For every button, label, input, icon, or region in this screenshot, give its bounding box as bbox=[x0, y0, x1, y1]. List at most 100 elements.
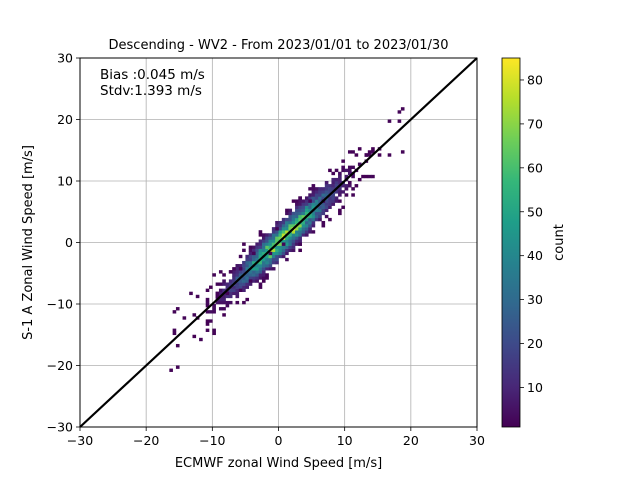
histogram-bin bbox=[308, 196, 312, 200]
histogram-bin bbox=[245, 285, 250, 289]
histogram-bin bbox=[218, 282, 223, 286]
histogram-bin bbox=[265, 260, 269, 265]
histogram-bin bbox=[218, 288, 223, 292]
histogram-bin bbox=[238, 273, 243, 277]
histogram-bin bbox=[291, 242, 296, 246]
histogram-bin bbox=[397, 110, 402, 114]
histogram-bin bbox=[301, 214, 306, 219]
colorbar-tick-label: 40 bbox=[527, 248, 543, 263]
colorbar-gradient bbox=[501, 57, 521, 428]
histogram-bin bbox=[232, 267, 236, 271]
histogram-bin bbox=[291, 211, 296, 216]
histogram-bin bbox=[314, 190, 319, 194]
histogram-bin bbox=[248, 245, 253, 249]
histogram-bin bbox=[334, 177, 339, 182]
plot-area bbox=[79, 57, 478, 428]
histogram-bin bbox=[328, 184, 332, 188]
histogram-bin bbox=[328, 217, 332, 222]
histogram-bin bbox=[288, 214, 293, 219]
histogram-bin bbox=[258, 254, 263, 259]
histogram-bin bbox=[212, 307, 216, 311]
histogram-bin bbox=[338, 211, 342, 216]
histogram-bin bbox=[338, 181, 342, 185]
histogram-bin bbox=[235, 285, 240, 289]
histogram-bin bbox=[248, 276, 253, 280]
histogram-bin bbox=[304, 208, 309, 213]
histogram-bin bbox=[321, 193, 326, 197]
histogram-bin bbox=[261, 242, 266, 246]
histogram-bin bbox=[298, 208, 302, 213]
histogram-bin bbox=[308, 199, 312, 203]
histogram-bin bbox=[334, 196, 339, 200]
histogram-bin bbox=[301, 205, 306, 209]
histogram-bin bbox=[258, 248, 263, 253]
histogram-bin bbox=[324, 199, 329, 203]
histogram-bin bbox=[318, 205, 322, 209]
histogram-bin bbox=[344, 174, 349, 179]
histogram-bin bbox=[261, 257, 266, 262]
histogram-bin bbox=[301, 230, 306, 234]
histogram-bin bbox=[245, 282, 250, 286]
histogram-bin bbox=[295, 220, 299, 225]
colorbar-tick-label: 60 bbox=[527, 160, 543, 175]
histogram-bin bbox=[281, 248, 286, 253]
x-tick-label: 0 bbox=[275, 433, 283, 448]
histogram-bin bbox=[311, 224, 316, 228]
histogram-bin bbox=[252, 251, 256, 256]
histogram-bin bbox=[172, 310, 177, 314]
histogram-bin bbox=[318, 196, 322, 200]
histogram-bin bbox=[321, 187, 326, 191]
histogram-bin bbox=[235, 300, 240, 305]
histogram-bin bbox=[364, 174, 369, 179]
histogram-bin bbox=[308, 193, 312, 197]
histogram-bin bbox=[222, 300, 226, 305]
histogram-bin bbox=[222, 307, 226, 311]
histogram-bin bbox=[328, 196, 332, 200]
histogram-bin bbox=[248, 251, 253, 256]
histogram-bin bbox=[301, 202, 306, 206]
histogram-bin bbox=[308, 214, 312, 219]
histogram-bin bbox=[261, 270, 266, 274]
histogram-bin bbox=[281, 242, 286, 246]
histogram-bin bbox=[189, 291, 193, 296]
histogram-bin bbox=[228, 291, 233, 296]
histogram-bin bbox=[298, 214, 302, 219]
histogram-bin bbox=[255, 276, 259, 280]
histogram-bin bbox=[232, 273, 236, 277]
histogram-bin bbox=[291, 199, 296, 203]
x-tick-label: 10 bbox=[337, 433, 353, 448]
histogram-bin bbox=[285, 217, 289, 222]
histogram-bin bbox=[314, 208, 319, 213]
histogram-bin bbox=[285, 242, 289, 246]
histogram-bin bbox=[321, 190, 326, 194]
histogram-bin bbox=[291, 217, 296, 222]
histogram-bin bbox=[318, 190, 322, 194]
histogram-bin bbox=[311, 184, 316, 188]
histogram-bin bbox=[347, 184, 352, 188]
histogram-bin bbox=[265, 245, 269, 249]
histogram-bin bbox=[248, 264, 253, 268]
histogram-bin bbox=[215, 291, 220, 296]
histogram-bin bbox=[318, 214, 322, 219]
histogram-bin bbox=[245, 279, 250, 283]
histogram-bin bbox=[341, 205, 345, 209]
histogram-bin bbox=[261, 251, 266, 256]
colorbar-ticks: 10 20 30 40 50 60 70 80 bbox=[520, 72, 543, 395]
histogram-bin bbox=[301, 227, 306, 231]
histogram-bin bbox=[228, 288, 233, 292]
histogram-bin bbox=[275, 239, 279, 243]
histogram-bin bbox=[338, 193, 342, 197]
histogram-bin bbox=[225, 285, 230, 289]
histogram-bin bbox=[261, 264, 266, 268]
histogram-bin bbox=[252, 245, 256, 249]
histogram-bin bbox=[235, 294, 240, 299]
histogram-bin bbox=[324, 208, 329, 213]
histogram-bin bbox=[278, 233, 283, 237]
histogram-bin bbox=[288, 208, 293, 213]
histogram-bin bbox=[218, 307, 223, 311]
histogram-bin bbox=[387, 153, 392, 157]
histogram-bin bbox=[232, 279, 236, 283]
histogram-bin bbox=[288, 245, 293, 249]
histogram-bin bbox=[235, 291, 240, 296]
histogram-bin bbox=[288, 217, 293, 222]
